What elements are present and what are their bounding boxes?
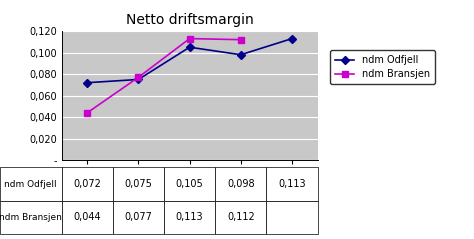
Text: 0,044: 0,044 [73, 212, 101, 223]
Text: 0,098: 0,098 [227, 179, 255, 189]
Text: ndm Odfjell: ndm Odfjell [4, 179, 57, 189]
Text: 0,075: 0,075 [125, 179, 152, 189]
Title: Netto driftsmargin: Netto driftsmargin [126, 13, 254, 27]
Legend: ndm Odfjell, ndm Bransjen: ndm Odfjell, ndm Bransjen [330, 50, 435, 84]
Text: ndm Bransjen: ndm Bransjen [0, 213, 62, 222]
Text: 0,113: 0,113 [278, 179, 306, 189]
Text: 0,105: 0,105 [176, 179, 203, 189]
Text: 0,113: 0,113 [176, 212, 203, 223]
Text: 0,077: 0,077 [125, 212, 152, 223]
Text: 0,072: 0,072 [73, 179, 101, 189]
Text: 0,112: 0,112 [227, 212, 255, 223]
